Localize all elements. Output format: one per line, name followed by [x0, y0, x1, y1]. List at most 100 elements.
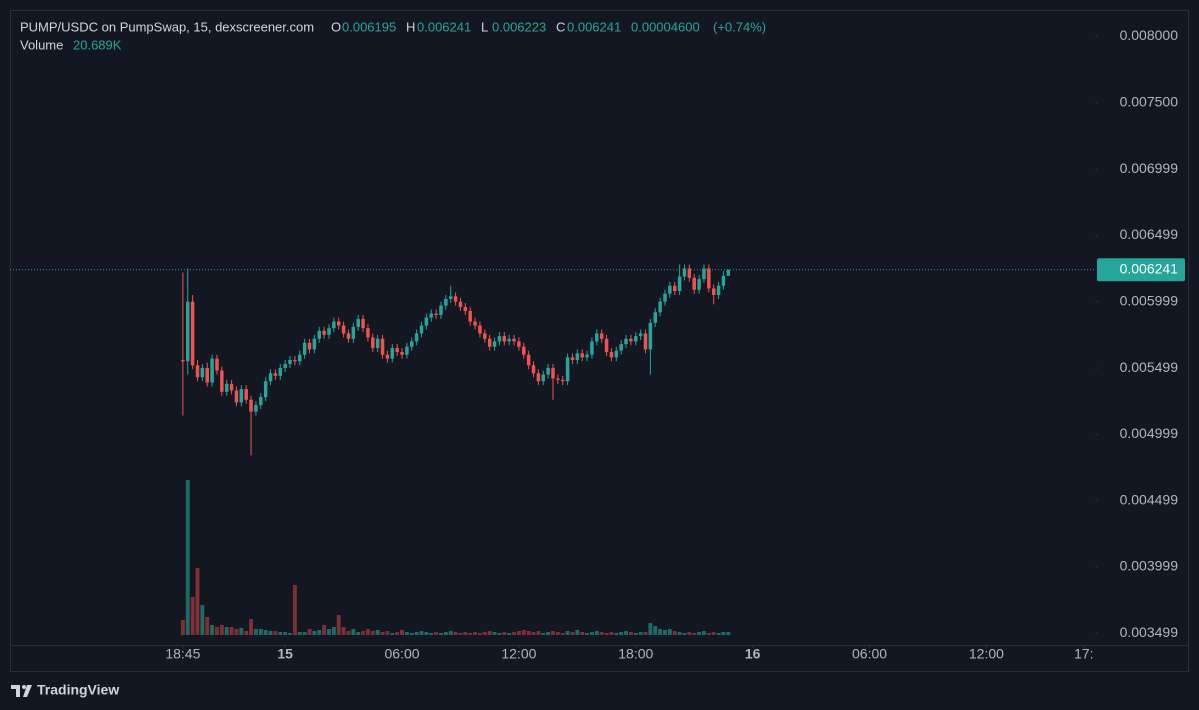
volume-bar — [215, 627, 219, 635]
volume-bar — [546, 632, 551, 635]
volume-bar — [249, 619, 254, 635]
candle-body — [259, 397, 263, 406]
volume-bar — [400, 630, 404, 635]
candle-body — [634, 336, 638, 342]
candle-body — [672, 285, 677, 292]
candle-body — [302, 342, 307, 355]
volume-bar — [327, 629, 331, 635]
candle-body — [458, 301, 463, 307]
volume-bar — [702, 631, 706, 635]
volume-bar — [375, 630, 380, 635]
candle-body — [307, 342, 312, 350]
x-tick-label: 12:00 — [501, 646, 536, 662]
candle-body — [575, 353, 580, 360]
candle-body — [448, 296, 453, 299]
volume-bar — [380, 632, 385, 635]
candle-body — [239, 389, 244, 403]
candle-body — [726, 269, 731, 276]
volume-bar — [677, 632, 682, 635]
candle-body — [624, 338, 628, 345]
volume-bar — [205, 617, 210, 635]
candle-body — [405, 346, 409, 355]
candle-body — [283, 363, 287, 368]
candle-body — [643, 333, 648, 350]
candle-body — [468, 310, 472, 322]
candle-body — [356, 318, 360, 327]
volume-bar — [253, 629, 258, 635]
volume-bar — [555, 632, 560, 635]
candle-body — [293, 359, 297, 362]
candle-body — [205, 367, 209, 383]
candle-body — [185, 301, 190, 362]
candle-body — [190, 301, 195, 366]
legend-close: 0.006241 — [567, 19, 621, 34]
volume-bar — [468, 633, 473, 635]
candle-body — [492, 341, 497, 347]
candle-body — [619, 344, 623, 351]
candle-body — [609, 352, 614, 358]
volume-bar — [570, 632, 575, 635]
x-tick-label: 16 — [745, 646, 761, 662]
candle-body — [658, 301, 662, 313]
candle-body — [395, 348, 399, 353]
candle-body — [195, 365, 200, 378]
candle-body — [419, 325, 424, 334]
last-price-badge — [1097, 258, 1185, 282]
chart-frame — [10, 10, 1189, 672]
candle-body — [220, 370, 224, 392]
volume-bar — [351, 629, 356, 635]
volume-bar — [667, 629, 672, 635]
volume-bar — [502, 632, 507, 635]
candle-body — [536, 373, 541, 382]
candle-body — [317, 330, 321, 339]
volume-bar — [589, 632, 594, 635]
candle-body — [692, 277, 696, 290]
volume-bar — [531, 632, 536, 635]
candle-body — [512, 338, 516, 342]
candle-body — [653, 312, 658, 323]
candle-body — [478, 325, 482, 334]
legend-change: 0.00004600 — [631, 19, 700, 34]
candle-body — [375, 338, 380, 349]
volume-bar — [643, 632, 648, 635]
candle-body — [224, 383, 229, 392]
candle-body — [288, 359, 292, 364]
logo-mark — [11, 685, 20, 697]
legend-change-pct: (+0.74%) — [713, 19, 766, 34]
candle-body — [463, 306, 468, 311]
candle-body — [390, 348, 395, 359]
volume-bar — [224, 627, 229, 635]
candle-body — [215, 358, 219, 371]
volume-bar — [341, 627, 346, 635]
volume-bar — [585, 633, 590, 635]
y-tick-label: 0.006999 — [1120, 160, 1179, 176]
candle-body — [483, 333, 487, 339]
volume-bar — [307, 629, 312, 635]
volume-bar — [497, 633, 502, 635]
candle-body — [249, 399, 253, 412]
x-tick-label: 12:00 — [969, 646, 1004, 662]
candle-body — [229, 383, 234, 391]
candle-body — [707, 268, 711, 289]
volume-bar — [633, 633, 638, 635]
candle-body — [336, 321, 341, 326]
volume-bar — [658, 629, 663, 635]
candle-body — [439, 305, 443, 315]
candle-body — [497, 336, 502, 342]
last-price-label: 0.006241 — [1120, 260, 1179, 276]
volume-bar — [648, 623, 653, 635]
candle-body — [444, 298, 448, 306]
candle-body — [517, 341, 521, 347]
volume-bar — [599, 632, 604, 635]
volume-bar — [716, 633, 721, 635]
volume-bar — [706, 633, 711, 635]
chart-title: PUMP/USDC on PumpSwap, 15, dexscreener.c… — [20, 19, 314, 34]
volume-bar — [361, 631, 366, 635]
legend-high-label: H — [406, 19, 415, 34]
y-tick-label: 0.005999 — [1120, 292, 1179, 308]
candle-body — [254, 405, 258, 412]
candle-body — [200, 367, 205, 378]
volume-bar — [180, 620, 185, 635]
logo-slash — [23, 685, 32, 697]
candle-body — [595, 333, 599, 342]
